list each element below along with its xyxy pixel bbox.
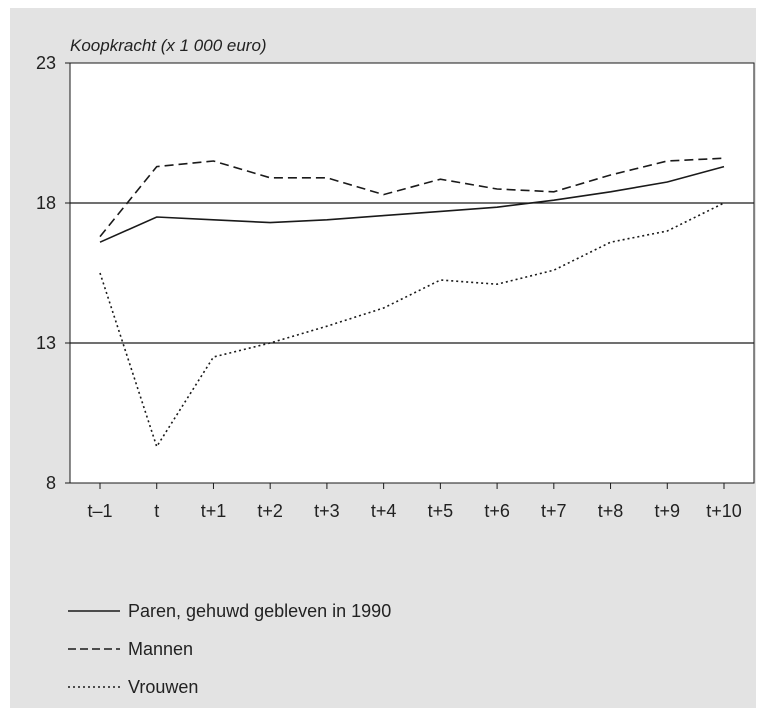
legend-item-mannen: Mannen xyxy=(68,630,391,668)
x-tick-label: t+4 xyxy=(371,501,397,521)
x-tick-label: t+1 xyxy=(201,501,227,521)
y-tick-label: 8 xyxy=(46,473,56,493)
legend-item-vrouwen: Vrouwen xyxy=(68,668,391,706)
x-tick-label: t+7 xyxy=(541,501,567,521)
x-tick-label: t xyxy=(154,501,159,521)
x-tick-label: t+3 xyxy=(314,501,340,521)
legend: Paren, gehuwd gebleven in 1990 Mannen Vr… xyxy=(68,592,391,706)
legend-swatch-solid xyxy=(68,610,120,612)
series-lines xyxy=(99,157,725,449)
x-tick-label: t+5 xyxy=(428,501,454,521)
series-line-dotted xyxy=(99,202,725,449)
x-tick-label: t+8 xyxy=(598,501,624,521)
x-tick-label: t+9 xyxy=(655,501,681,521)
series-line-dashed xyxy=(99,157,725,238)
legend-swatch-dotted xyxy=(68,686,120,688)
x-tick-label: t+6 xyxy=(484,501,510,521)
y-tick-label: 18 xyxy=(36,193,56,213)
reference-lines xyxy=(70,202,754,344)
x-tick-label: t+2 xyxy=(257,501,283,521)
y-tick-label: 23 xyxy=(36,53,56,73)
legend-label: Paren, gehuwd gebleven in 1990 xyxy=(128,600,392,621)
legend-label: Vrouwen xyxy=(128,676,199,697)
y-axis-title: Koopkracht (x 1 000 euro) xyxy=(70,36,267,55)
x-axis-ticks: t–1 t t+1 t+2 t+3 t+4 t+5 t+6 t+7 t+8 t+9 t+10 xyxy=(87,483,742,521)
y-tick-label: 13 xyxy=(36,333,56,353)
legend-label: Mannen xyxy=(128,638,194,659)
series-line-solid xyxy=(99,165,725,243)
x-tick-label: t–1 xyxy=(87,501,112,521)
plot-area xyxy=(69,62,755,484)
y-axis-ticks: 8 13 18 23 xyxy=(36,53,70,493)
legend-item-paren: Paren, gehuwd gebleven in 1990 xyxy=(68,592,391,630)
x-tick-label: t+10 xyxy=(706,501,742,521)
legend-swatch-dashed xyxy=(68,648,120,650)
